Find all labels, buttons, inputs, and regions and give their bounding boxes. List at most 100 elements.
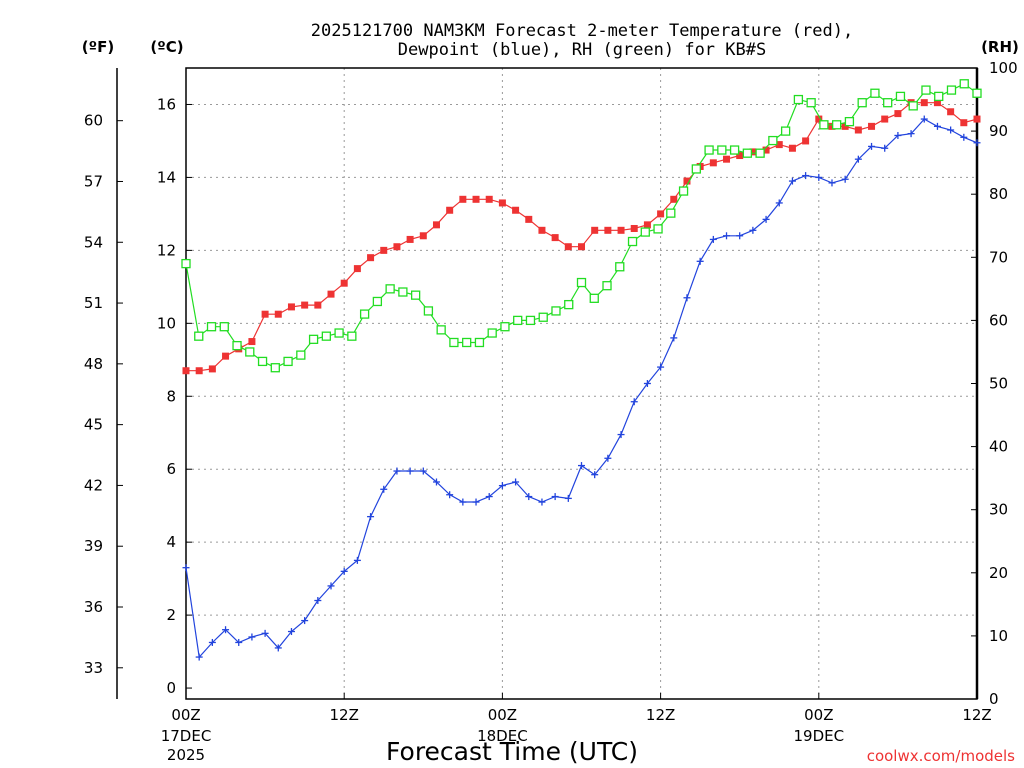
celsius-tick-label: 12 bbox=[157, 241, 176, 259]
rh-point bbox=[257, 356, 268, 367]
temperature-point bbox=[261, 310, 269, 318]
temperature-point bbox=[920, 99, 928, 107]
dewpoint-point bbox=[538, 498, 546, 506]
temperature-point bbox=[788, 144, 796, 152]
dewpoint-point bbox=[367, 513, 375, 521]
rh-point bbox=[819, 120, 829, 130]
rh-point bbox=[270, 363, 280, 373]
temperature-point bbox=[301, 301, 309, 309]
tick-labels: 0 2 4 6 8 10 12 14 16 33 36 39 42 45 48 51 54 57 60 0 10 20 30… bbox=[84, 59, 1018, 764]
temperature-point bbox=[947, 108, 955, 116]
fahrenheit-tick-label: 48 bbox=[84, 355, 103, 373]
dewpoint-point bbox=[920, 115, 928, 123]
dewpoint-point bbox=[472, 498, 480, 506]
fahrenheit-tick-label: 39 bbox=[84, 537, 103, 555]
celsius-tick-label: 14 bbox=[157, 168, 176, 186]
temperature-point bbox=[591, 226, 599, 234]
rh-point bbox=[615, 262, 625, 272]
dewpoint-point bbox=[380, 485, 388, 493]
rh-point bbox=[321, 331, 331, 341]
rh-point bbox=[717, 145, 727, 155]
dewpoint-point bbox=[683, 294, 691, 302]
x-tick-label: 12Z bbox=[646, 706, 675, 724]
rh-tick-label: 0 bbox=[989, 690, 999, 708]
dewpoint-point bbox=[828, 179, 836, 187]
rh-unit-label: (RH) bbox=[981, 38, 1019, 56]
dewpoint-point bbox=[630, 398, 638, 406]
temperature-point bbox=[973, 115, 981, 123]
dewpoint-point bbox=[485, 493, 493, 501]
dewpoint-point bbox=[802, 172, 810, 180]
rh-point bbox=[755, 148, 765, 158]
rh-point bbox=[768, 135, 778, 146]
temperature-point bbox=[643, 221, 651, 229]
series-line-2-meter-temperature-c bbox=[186, 102, 978, 372]
dewpoint-point bbox=[195, 653, 203, 661]
dewpoint-point bbox=[551, 493, 559, 501]
dewpoint-point bbox=[696, 257, 704, 265]
dewpoint-point bbox=[815, 173, 823, 181]
temperature-point bbox=[630, 224, 638, 232]
rh-point bbox=[806, 98, 816, 108]
rh-point bbox=[449, 337, 459, 348]
dewpoint-point bbox=[525, 493, 533, 501]
temperature-point bbox=[208, 365, 216, 373]
temperature-point bbox=[274, 310, 282, 318]
rh-point bbox=[883, 98, 893, 108]
rh-point bbox=[857, 98, 867, 108]
temperature-point bbox=[459, 195, 467, 203]
fahrenheit-tick-label: 36 bbox=[84, 598, 103, 616]
chart-title-line1: 2025121700 NAM3KM Forecast 2-meter Tempe… bbox=[311, 21, 853, 41]
credit-text[interactable]: coolwx.com/models bbox=[867, 747, 1015, 765]
temperature-point bbox=[617, 226, 625, 234]
dewpoint-point bbox=[564, 494, 572, 502]
temperature-point bbox=[736, 152, 744, 160]
celsius-tick-label: 2 bbox=[166, 606, 176, 624]
x-tick-date: 19DEC bbox=[794, 727, 845, 745]
temperature-point bbox=[604, 226, 612, 234]
rh-point bbox=[359, 309, 370, 319]
x-axis-label: Forecast Time (UTC) bbox=[386, 737, 638, 766]
celsius-tick-label: 16 bbox=[157, 95, 176, 113]
dewpoint-point bbox=[446, 491, 454, 499]
temperature-point bbox=[498, 199, 506, 207]
temperature-point bbox=[709, 159, 717, 167]
rh-point bbox=[602, 281, 612, 291]
rh-tick-label: 80 bbox=[989, 185, 1008, 203]
rh-point bbox=[500, 322, 510, 332]
dewpoint-point bbox=[709, 235, 717, 243]
x-tick-label: 12Z bbox=[962, 706, 991, 724]
temperature-point bbox=[657, 210, 665, 218]
rh-point bbox=[678, 186, 689, 196]
dewpoint-point bbox=[868, 142, 876, 150]
fahrenheit-tick-label: 33 bbox=[84, 659, 103, 677]
temperature-point bbox=[551, 234, 559, 242]
rh-point bbox=[589, 293, 599, 303]
rh-point bbox=[780, 126, 791, 136]
rh-point bbox=[398, 287, 408, 297]
rh-point bbox=[436, 325, 446, 335]
rh-point bbox=[844, 116, 855, 127]
temperature-point bbox=[248, 338, 256, 346]
temperature-point bbox=[353, 265, 361, 273]
rh-point bbox=[410, 290, 421, 300]
rh-point bbox=[627, 236, 638, 247]
temperature-point bbox=[841, 122, 849, 130]
celsius-tick-label: 8 bbox=[166, 387, 176, 405]
temperature-point bbox=[446, 206, 454, 214]
rh-point bbox=[921, 85, 931, 95]
rh-point bbox=[870, 88, 880, 98]
dewpoint-point bbox=[894, 131, 902, 139]
temperature-point bbox=[222, 352, 230, 360]
rh-point bbox=[513, 315, 523, 326]
dewpoint-point bbox=[301, 617, 309, 625]
x-tick-date: 17DEC bbox=[161, 727, 212, 745]
temperature-point bbox=[512, 206, 520, 214]
temperature-point bbox=[367, 254, 375, 262]
temperature-point bbox=[815, 115, 823, 123]
temperature-point bbox=[380, 246, 388, 254]
rh-point bbox=[385, 284, 395, 294]
dewpoint-point bbox=[973, 139, 981, 147]
rh-tick-label: 70 bbox=[989, 248, 1008, 266]
